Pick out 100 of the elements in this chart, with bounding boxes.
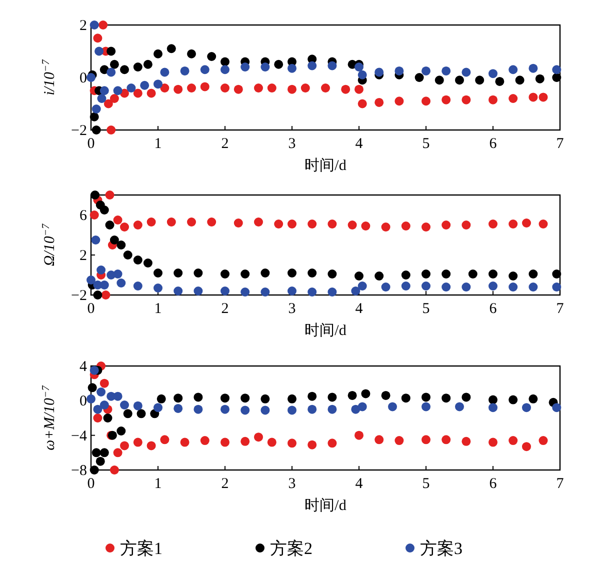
point: [341, 84, 350, 94]
point: [110, 236, 119, 244]
point: [422, 270, 430, 278]
point: [126, 84, 136, 92]
point: [104, 99, 113, 108]
point: [254, 432, 263, 442]
point: [462, 220, 471, 230]
x-tick-label: 6: [489, 136, 498, 152]
point: [308, 268, 317, 278]
point: [260, 406, 270, 415]
point: [123, 250, 132, 260]
point: [154, 80, 162, 89]
point: [90, 190, 100, 200]
point: [90, 366, 99, 375]
point: [200, 436, 210, 446]
point: [260, 62, 270, 72]
x-tick-label: 7: [556, 301, 564, 317]
point: [234, 84, 243, 94]
x-axis-title: 时间/d: [304, 157, 347, 174]
point: [156, 394, 166, 404]
point: [394, 66, 404, 76]
point: [552, 270, 562, 278]
point: [442, 95, 451, 104]
x-tick-label: 5: [422, 301, 430, 317]
point: [220, 84, 230, 92]
point: [488, 220, 498, 228]
y-tick-label: 0: [80, 394, 87, 410]
point: [86, 394, 96, 404]
point: [394, 436, 404, 446]
point: [91, 236, 100, 244]
point: [194, 392, 203, 402]
point: [361, 389, 370, 398]
point: [207, 218, 216, 226]
point: [308, 288, 317, 296]
x-tick-label: 6: [489, 301, 498, 317]
x-tick-label: 3: [288, 136, 296, 152]
point: [394, 96, 404, 106]
point: [86, 276, 96, 284]
point: [328, 404, 337, 414]
point: [113, 270, 122, 278]
point: [388, 402, 397, 412]
point: [220, 404, 230, 414]
point: [522, 218, 531, 228]
point: [106, 68, 116, 77]
point: [515, 76, 524, 85]
point: [351, 286, 360, 296]
point: [538, 220, 548, 228]
point: [154, 268, 162, 278]
x-tick-label: 6: [489, 476, 498, 492]
point: [113, 392, 122, 401]
point: [93, 414, 102, 422]
point: [455, 76, 464, 85]
point: [194, 404, 203, 414]
point: [535, 74, 544, 84]
point: [90, 112, 99, 122]
point: [207, 52, 216, 61]
x-tick-label: 2: [221, 136, 229, 152]
point: [422, 96, 430, 106]
point: [462, 436, 471, 446]
point: [528, 270, 538, 278]
point: [120, 441, 129, 450]
point: [288, 84, 296, 94]
point: [422, 435, 430, 444]
point: [422, 392, 430, 402]
point: [455, 402, 464, 412]
point: [374, 435, 384, 444]
point: [254, 218, 263, 226]
x-tick-label: 5: [422, 476, 430, 492]
point: [200, 65, 210, 74]
point: [462, 282, 471, 292]
point: [508, 282, 518, 292]
point: [180, 66, 190, 76]
point: [260, 288, 270, 296]
point: [374, 272, 384, 280]
point: [508, 220, 518, 228]
x-tick-label: 5: [422, 136, 430, 152]
point: [442, 394, 451, 403]
y-tick-label: 6: [80, 208, 88, 224]
point: [240, 406, 250, 415]
point: [90, 466, 99, 474]
point: [97, 94, 106, 103]
point: [442, 270, 451, 278]
point: [434, 76, 444, 85]
legend-label: 方案2: [270, 539, 312, 558]
point: [96, 266, 106, 274]
point: [174, 84, 183, 94]
point: [194, 268, 203, 278]
point: [274, 60, 284, 69]
point: [488, 438, 498, 447]
point: [538, 436, 548, 446]
x-tick-label: 3: [288, 476, 296, 492]
point: [240, 270, 250, 278]
point: [240, 394, 250, 403]
point: [113, 216, 122, 224]
point: [321, 84, 330, 92]
x-tick-label: 3: [288, 301, 296, 317]
point: [381, 390, 390, 400]
point: [552, 65, 562, 74]
point: [113, 448, 122, 458]
point: [120, 222, 129, 232]
